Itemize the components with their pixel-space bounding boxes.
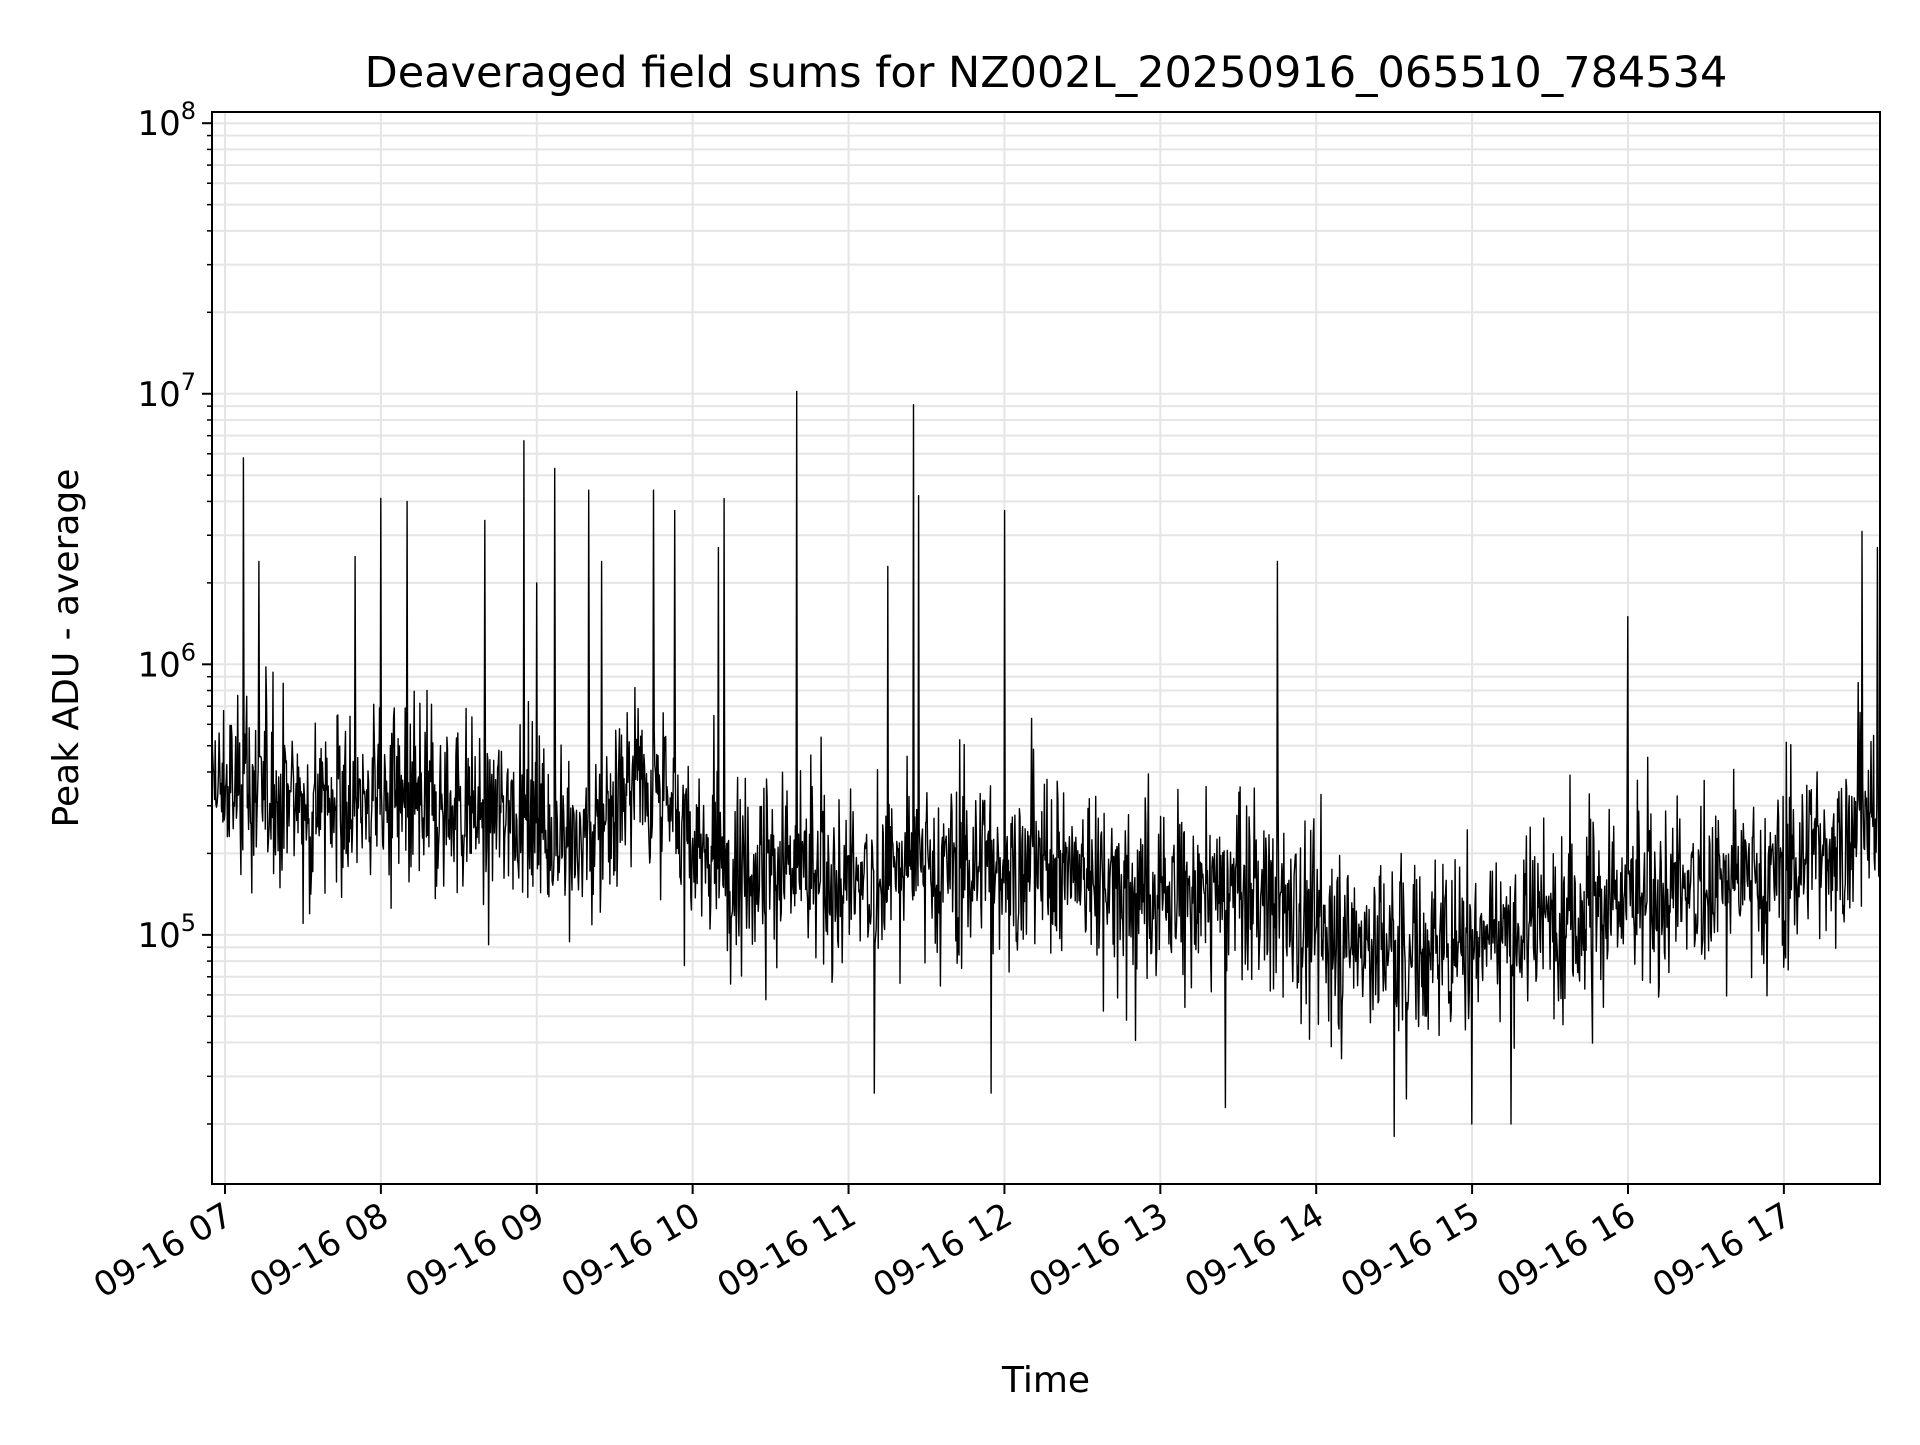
y-tick-label: 107 [137,368,196,415]
y-tick-label: 108 [137,97,196,144]
plot-frame [211,111,1881,1185]
y-axis-label: Peak ADU - average [46,469,87,828]
y-axis: 105 106 107 108 [137,97,212,1125]
y-tick-label: 105 [137,909,196,956]
series-layer [211,390,1881,1138]
y-tick-label: 106 [137,638,196,685]
chart-title: Deaveraged field sums for NZ002L_2025091… [365,48,1728,98]
series-line [211,390,1881,1138]
x-axis-label: Time [1001,1360,1090,1401]
grid-minor [212,134,1880,1125]
grid-major [212,112,1880,1184]
